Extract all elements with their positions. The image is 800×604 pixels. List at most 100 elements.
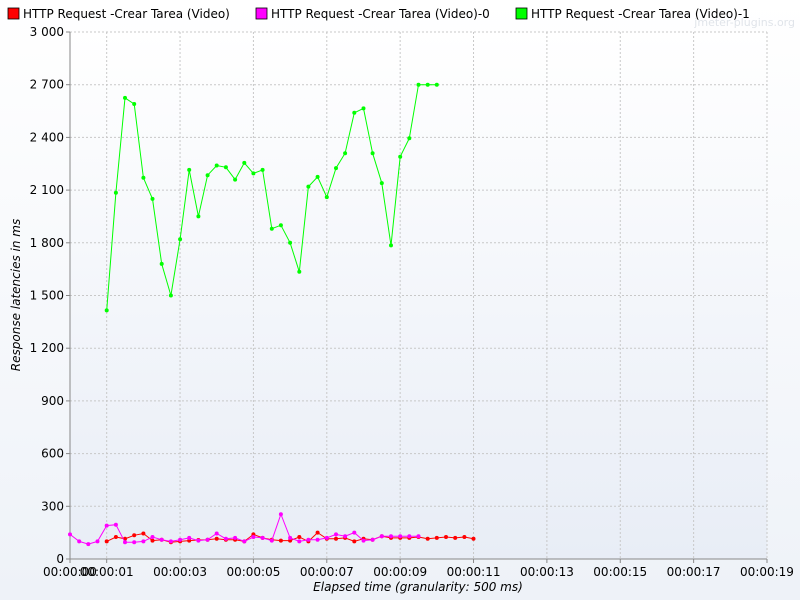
y-tick-label: 2 100 (30, 183, 64, 197)
data-point (242, 539, 247, 544)
data-point (444, 535, 448, 539)
data-point (269, 226, 274, 231)
data-point (379, 181, 384, 186)
x-tick-label: 00:00:05 (226, 565, 280, 579)
data-point (407, 136, 412, 141)
data-point (361, 538, 366, 543)
data-point (86, 542, 91, 547)
data-point (278, 512, 283, 517)
legend-swatch (255, 7, 268, 20)
data-point (77, 539, 82, 544)
legend: HTTP Request -Crear Tarea (Video) HTTP Re… (7, 7, 750, 21)
series-group (104, 82, 439, 313)
data-point (352, 539, 357, 544)
x-tick-label: 00:00:01 (80, 565, 134, 579)
data-point (178, 537, 183, 542)
data-point (288, 240, 293, 245)
data-point (205, 537, 210, 542)
data-point (389, 243, 393, 248)
data-point (141, 539, 146, 544)
data-point (168, 293, 173, 298)
data-point (324, 535, 329, 540)
data-point (214, 536, 219, 541)
x-tick-label: 00:00:03 (153, 565, 207, 579)
legend-label: HTTP Request -Crear Tarea (Video) (23, 7, 230, 21)
x-tick-label: 00:00:13 (520, 565, 574, 579)
data-point (132, 533, 137, 538)
data-point (370, 151, 375, 156)
data-point (315, 530, 320, 535)
x-tick-label: 00:00:17 (667, 565, 721, 579)
data-point (361, 106, 366, 111)
data-point (462, 535, 467, 539)
data-point (278, 223, 283, 228)
data-point (343, 151, 348, 156)
data-point (141, 175, 146, 180)
data-point (123, 540, 127, 545)
data-point (95, 539, 100, 544)
data-point (288, 535, 293, 540)
data-point (324, 195, 329, 200)
y-tick-label: 1 200 (30, 341, 64, 355)
data-point (407, 534, 412, 539)
data-point (297, 535, 302, 539)
data-point (260, 535, 265, 540)
data-point (334, 532, 338, 537)
data-point (416, 82, 421, 87)
data-point (297, 269, 302, 274)
x-tick-label: 00:00:11 (447, 565, 501, 579)
x-tick-label: 00:00:00 (43, 565, 97, 579)
y-tick-label: 1 500 (30, 289, 64, 303)
data-point (123, 95, 127, 100)
data-point (434, 82, 439, 87)
data-point (398, 534, 403, 539)
y-tick-label: 2 400 (30, 130, 64, 144)
data-point (398, 154, 403, 159)
x-axis-label: Elapsed time (granularity: 500 ms) (313, 580, 523, 594)
data-point (352, 110, 357, 115)
legend-label: HTTP Request -Crear Tarea (Video)-0 (271, 7, 490, 21)
data-point (187, 535, 192, 540)
data-point (150, 538, 155, 543)
series-layer (68, 82, 476, 547)
data-point (278, 538, 283, 543)
data-point (453, 535, 458, 540)
watermark: jmeter-plugins.org (693, 16, 795, 29)
y-axis: 0 300 600 900 1 200 1 500 1 800 2 100 2 400 2 700… (30, 25, 71, 566)
y-tick-label: 1 800 (30, 236, 64, 250)
data-point (223, 536, 228, 541)
y-axis-label: Response latencies in ms (9, 219, 23, 371)
x-tick-label: 00:00:15 (593, 565, 647, 579)
y-tick-label: 300 (41, 499, 64, 513)
data-point (141, 531, 146, 536)
data-point (214, 531, 219, 536)
data-point (150, 535, 155, 539)
data-point (260, 167, 265, 172)
data-point (150, 196, 155, 201)
legend-label: HTTP Request -Crear Tarea (Video)-1 (531, 7, 750, 21)
data-point (297, 539, 302, 544)
data-point (233, 535, 238, 540)
data-point (242, 160, 247, 165)
data-point (471, 536, 476, 541)
data-point (223, 165, 228, 170)
data-point (159, 261, 164, 266)
data-point (306, 184, 311, 189)
data-point (334, 166, 338, 171)
data-point (389, 534, 393, 539)
data-point (269, 538, 274, 543)
y-tick-label: 2 700 (30, 78, 64, 92)
series-group (68, 512, 421, 547)
legend-swatch (515, 7, 528, 20)
data-point (68, 532, 72, 537)
data-point (379, 534, 384, 539)
data-point (434, 535, 439, 540)
y-tick-label: 0 (56, 552, 64, 566)
data-point (168, 539, 173, 544)
x-tick-label: 00:00:09 (373, 565, 427, 579)
x-tick-label: 00:00:07 (300, 565, 354, 579)
data-point (113, 190, 118, 195)
